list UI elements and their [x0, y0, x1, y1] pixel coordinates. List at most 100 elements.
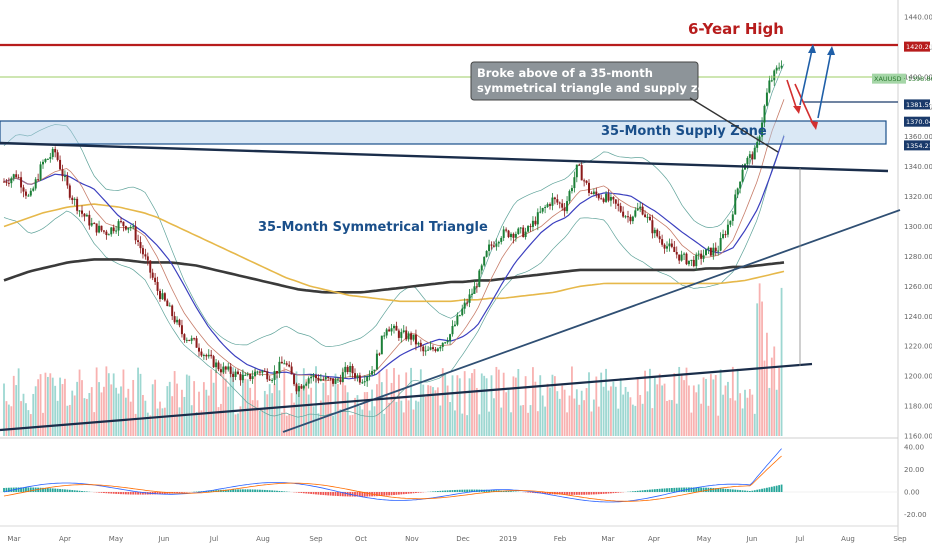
- macd-histogram-bar: [280, 491, 283, 492]
- macd-histogram-bar: [473, 489, 476, 492]
- volume-bar: [151, 384, 154, 436]
- volume-bar: [702, 377, 705, 436]
- volume-bar: [376, 384, 378, 436]
- volume-bar: [629, 397, 632, 436]
- macd-histogram-bar: [29, 487, 32, 492]
- volume-bar: [717, 415, 720, 436]
- candle-body: [137, 240, 140, 242]
- candle-body: [249, 373, 252, 380]
- candle-body: [410, 333, 413, 340]
- volume-bar: [670, 400, 673, 436]
- candle-body: [120, 221, 122, 223]
- candle-body: [751, 154, 754, 160]
- candle-body: [432, 347, 434, 350]
- macd-histogram-bar: [283, 491, 286, 492]
- candle-body: [366, 376, 369, 382]
- macd-histogram-bar: [246, 489, 249, 492]
- volume-bar: [120, 386, 122, 436]
- macd-histogram-bar: [51, 488, 54, 492]
- macd-histogram-bar: [741, 490, 744, 492]
- macd-histogram-bar: [10, 487, 13, 492]
- volume-bar: [661, 385, 664, 436]
- volume-bar: [98, 382, 100, 436]
- time-tick-label: Oct: [355, 535, 367, 543]
- candle-body: [319, 379, 322, 381]
- macd-histogram-bar: [768, 487, 771, 492]
- volume-bar: [412, 409, 415, 436]
- volume-bar: [714, 375, 717, 436]
- macd-histogram-bar: [631, 491, 634, 492]
- volume-bar: [244, 378, 247, 436]
- candle-body: [639, 206, 642, 209]
- candle-body: [256, 371, 259, 373]
- volume-bar: [449, 402, 451, 436]
- main-pane: [0, 0, 898, 438]
- volume-bar: [456, 375, 459, 436]
- volume-bar: [358, 406, 361, 436]
- volume-bar: [7, 404, 10, 436]
- candle-body: [100, 225, 103, 231]
- volume-bar: [534, 381, 537, 436]
- candle-body: [190, 338, 193, 341]
- candle-body: [702, 255, 705, 259]
- volume-bar: [549, 387, 551, 436]
- macd-histogram-bar: [512, 491, 515, 492]
- volume-bar: [139, 373, 142, 436]
- candle-body: [288, 364, 291, 367]
- candle-body: [471, 293, 473, 295]
- volume-bar: [237, 413, 239, 436]
- volume-bar: [356, 395, 359, 436]
- macd-histogram-bar: [695, 487, 698, 492]
- macd-histogram-bar: [458, 489, 461, 492]
- macd-histogram-bar: [419, 492, 422, 493]
- candle-body: [305, 383, 308, 386]
- macd-histogram-bar: [183, 492, 186, 493]
- candle-body: [222, 366, 225, 373]
- volume-bar: [266, 394, 269, 436]
- candle-body: [3, 181, 5, 183]
- price-tick-label: 1320.00: [904, 193, 932, 201]
- candle-body: [180, 325, 183, 335]
- volume-bar: [644, 370, 646, 436]
- macd-histogram-bar: [39, 487, 42, 492]
- macd-histogram-bar: [44, 487, 47, 492]
- candle-body: [232, 373, 235, 377]
- macd-histogram-bar: [563, 492, 566, 495]
- macd-histogram-bar: [234, 489, 237, 492]
- candle-body: [551, 197, 554, 206]
- candle-body: [378, 353, 381, 355]
- volume-bar: [283, 367, 286, 436]
- macd-histogram-bar: [241, 489, 244, 492]
- candle-body: [393, 325, 395, 329]
- price-tag-label: 1420.20: [906, 43, 932, 51]
- macd-histogram-bar: [529, 492, 532, 493]
- volume-bar: [770, 357, 773, 436]
- candle-body: [678, 254, 681, 261]
- candle-body: [368, 374, 371, 377]
- candle-body: [748, 154, 751, 158]
- volume-bar: [514, 377, 517, 436]
- candle-body: [544, 206, 547, 208]
- macd-histogram-bar: [32, 487, 35, 492]
- candle-body: [332, 378, 335, 384]
- candle-body: [302, 385, 305, 389]
- candle-body: [49, 156, 52, 159]
- macd-histogram-bar: [210, 490, 213, 492]
- candle-body: [134, 226, 137, 241]
- volume-bar: [458, 378, 461, 436]
- volume-bar: [354, 397, 356, 436]
- candle-body: [159, 290, 161, 300]
- volume-bar: [388, 402, 391, 436]
- volume-bar: [100, 392, 103, 436]
- volume-bar: [229, 370, 232, 436]
- candle-body: [234, 371, 237, 377]
- volume-bar: [434, 390, 437, 436]
- volume-bar: [607, 390, 610, 436]
- macd-histogram-bar: [592, 492, 595, 495]
- volume-bar: [127, 388, 130, 436]
- candle-body: [5, 181, 8, 183]
- macd-histogram-bar: [610, 492, 612, 494]
- candle-body: [705, 249, 707, 256]
- candle-body: [356, 375, 359, 378]
- volume-bar: [263, 390, 266, 436]
